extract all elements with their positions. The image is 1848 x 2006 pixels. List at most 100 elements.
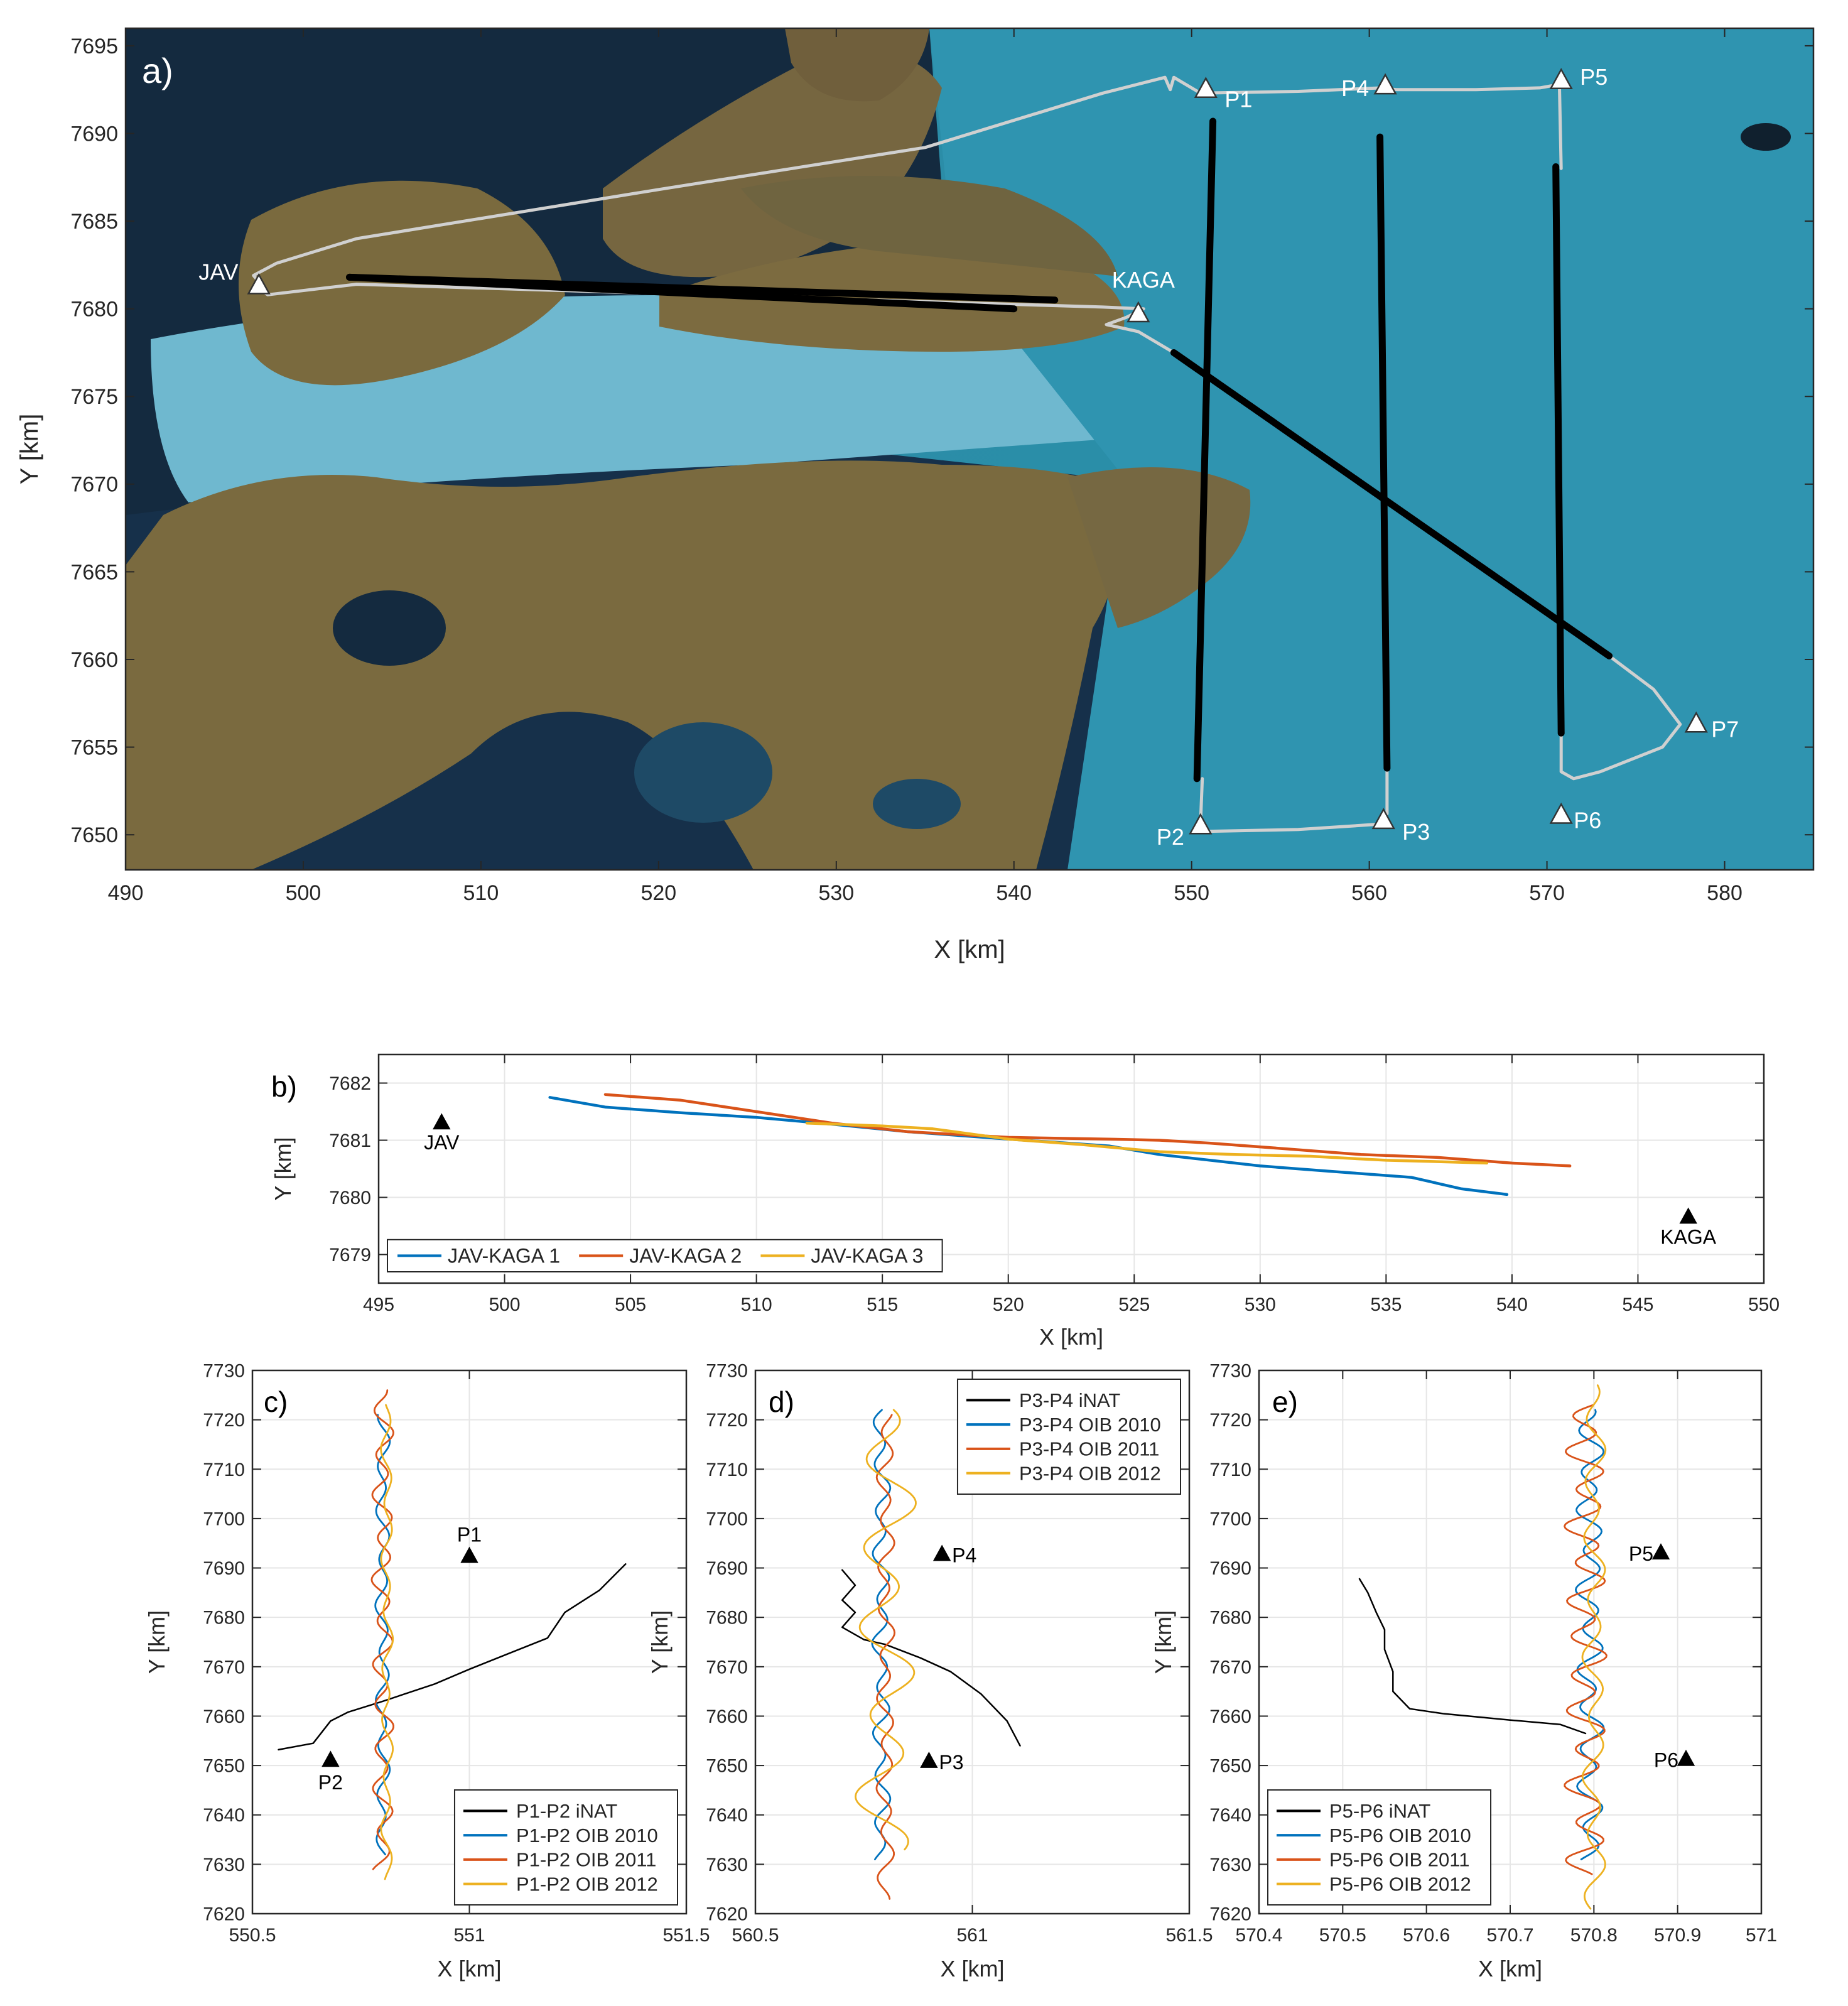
station-label: P2 (1157, 824, 1184, 850)
station-marker (1684, 711, 1708, 733)
legend-entry: P5-P6 OIB 2011 (1329, 1849, 1469, 1871)
satellite-image (126, 28, 1813, 870)
station-label: P2 (318, 1771, 343, 1794)
x-tick-label: 570.4 (1235, 1925, 1282, 1946)
y-tick-label: 7640 (706, 1805, 748, 1826)
station-marker (322, 1750, 340, 1767)
y-tick-label: 7690 (1209, 1558, 1251, 1579)
legend-box (956, 1379, 1181, 1495)
series-line (1574, 1409, 1605, 1860)
legend-entry: P5-P6 OIB 2010 (1329, 1824, 1471, 1846)
legend-box (1267, 1789, 1492, 1906)
x-tick-label: 570.8 (1570, 1925, 1618, 1946)
x-tick-label: 551.5 (662, 1925, 710, 1946)
x-tick-label: 500 (489, 1294, 521, 1315)
y-tick-label: 7650 (70, 823, 118, 847)
x-tick-label: 570 (1529, 881, 1565, 905)
x-tick-label: 535 (1370, 1294, 1402, 1315)
y-tick-label: 7660 (1209, 1706, 1251, 1727)
x-axis-label: X [km] (940, 1956, 1004, 1982)
legend-entry: P1-P2 iNAT (516, 1800, 617, 1822)
station-label: P3 (939, 1751, 963, 1774)
x-tick-label: 570.7 (1486, 1925, 1533, 1946)
panel-a-stations: JAV KAGA P1 P2 P3 P4 P5 P6 P7 (198, 64, 1739, 850)
station-label: P6 (1654, 1749, 1678, 1772)
station-label: P7 (1711, 716, 1739, 742)
legend-entry: JAV-KAGA 3 (811, 1245, 923, 1267)
y-tick-label: 7630 (203, 1855, 245, 1875)
x-tick-label: 495 (363, 1294, 394, 1315)
x-tick-label: 560.5 (732, 1925, 779, 1946)
x-tick-label: 540 (1496, 1294, 1528, 1315)
y-tick-label: 7730 (706, 1361, 748, 1382)
legend-entry: P1-P2 OIB 2011 (516, 1849, 656, 1871)
station-marker (1189, 813, 1213, 835)
y-tick-label: 7681 (329, 1130, 371, 1151)
station-label: KAGA (1660, 1225, 1717, 1248)
y-tick-label: 7730 (1209, 1361, 1251, 1382)
y-tick-label: 7650 (203, 1756, 245, 1777)
panel-c-letter: c) (264, 1385, 288, 1418)
series-line (603, 1093, 1572, 1168)
y-tick-label: 7685 (70, 210, 118, 234)
legend-entry: P5-P6 OIB 2012 (1329, 1873, 1471, 1895)
y-tick-label: 7680 (203, 1608, 245, 1629)
station-label: P1 (457, 1523, 482, 1546)
legend-entry: P1-P2 OIB 2012 (516, 1873, 658, 1895)
y-tick-label: 7630 (706, 1855, 748, 1875)
legend-entry: P1-P2 OIB 2010 (516, 1824, 658, 1846)
series-line (855, 1409, 917, 1851)
y-tick-label: 7670 (70, 473, 118, 497)
x-axis-label: X [km] (437, 1956, 501, 1982)
y-tick-label: 7682 (329, 1073, 371, 1094)
station-marker (1549, 802, 1573, 824)
series-line (380, 1404, 394, 1880)
y-tick-label: 7620 (1209, 1904, 1251, 1925)
legend-entry: P3-P4 iNAT (1019, 1389, 1120, 1411)
legend-box (453, 1789, 679, 1906)
flight-segment-p4-p3 (1376, 133, 1391, 772)
y-tick-label: 7700 (706, 1509, 748, 1529)
y-tick-label: 7655 (70, 735, 118, 759)
station-marker (1549, 68, 1573, 89)
x-tick-label: 490 (108, 881, 144, 905)
y-tick-label: 7700 (1209, 1509, 1251, 1529)
station-label: P4 (952, 1544, 976, 1566)
panel-a-letter: a) (142, 51, 173, 90)
panel-b-letter: b) (271, 1070, 297, 1103)
series-line (871, 1409, 892, 1860)
y-tick-label: 7720 (1209, 1410, 1251, 1431)
station-marker (1651, 1543, 1670, 1560)
y-tick-label: 7670 (1209, 1657, 1251, 1678)
series-line (1564, 1404, 1608, 1875)
station-marker (1373, 73, 1397, 95)
station-marker (1677, 1749, 1695, 1766)
y-tick-label: 7690 (70, 122, 118, 146)
y-axis-label: Y [km] (270, 1137, 296, 1200)
panel-d-letter: d) (769, 1385, 794, 1418)
legend: JAV-KAGA 1 JAV-KAGA 2 JAV-KAGA 3 (387, 1239, 943, 1273)
panel-c-axes: 550.5 551 551.5 7620 7630 7640 7650 7660 7670 768… (144, 1361, 710, 1982)
y-tick-label: 7679 (329, 1245, 371, 1266)
flight-segment-jav-kaga (346, 273, 1018, 313)
station-label: JAV (198, 259, 238, 285)
flight-segment-p1-p2 (1193, 117, 1217, 783)
x-tick-label: 550.5 (229, 1925, 276, 1946)
y-tick-label: 7710 (1209, 1460, 1251, 1480)
x-tick-label: 550 (1174, 881, 1209, 905)
y-tick-label: 7675 (70, 385, 118, 409)
x-axis-label: X [km] (1039, 1324, 1103, 1350)
axes-frame-a (124, 27, 1815, 871)
series-line (1581, 1384, 1607, 1910)
y-tick-label: 7730 (203, 1361, 245, 1382)
y-tick-label: 7660 (203, 1706, 245, 1727)
y-tick-label: 7690 (706, 1558, 748, 1579)
station-label: P5 (1580, 64, 1608, 90)
series-line (370, 1389, 394, 1870)
y-tick-label: 7660 (70, 648, 118, 672)
station-label: P5 (1629, 1542, 1653, 1565)
x-tick-label: 550 (1748, 1294, 1780, 1315)
